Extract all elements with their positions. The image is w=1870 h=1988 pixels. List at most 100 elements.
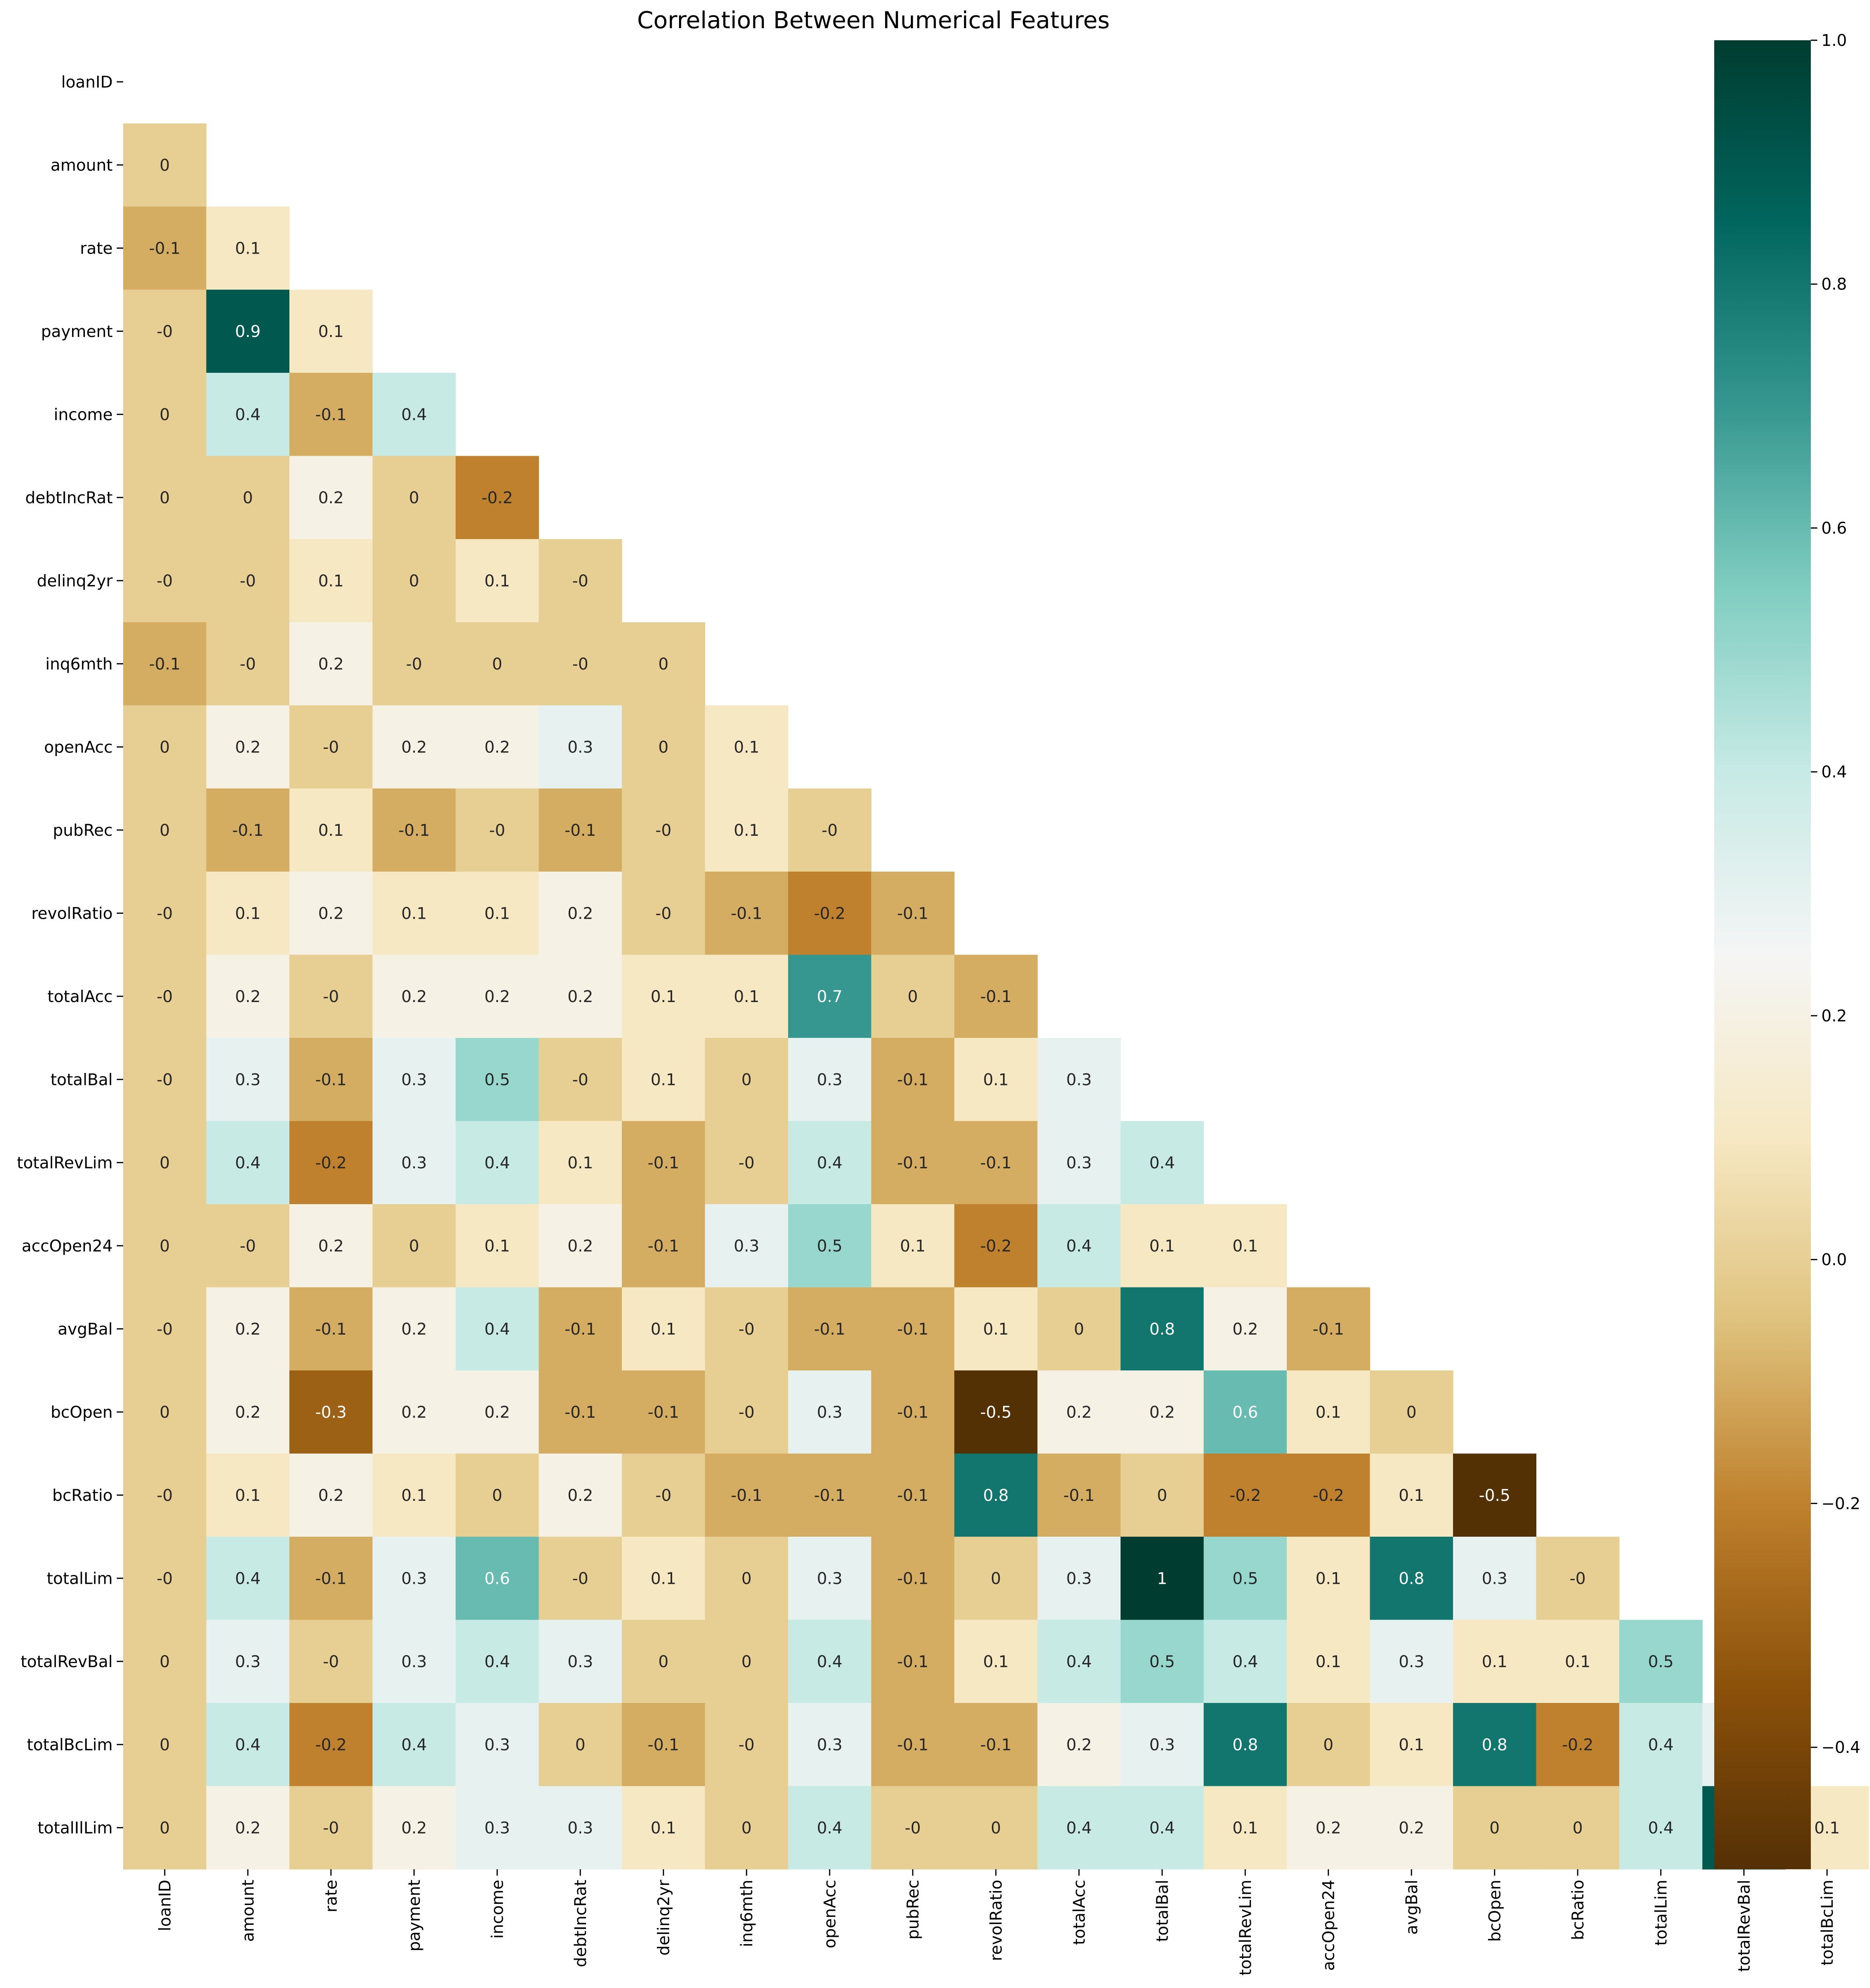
heatmap-cell-payment-loanID: [123, 289, 207, 373]
cell-label-bcRatio-revolRatio: 0.8: [983, 1486, 1009, 1505]
cell-label-accOpen24-loanID: 0: [160, 1237, 170, 1255]
y-tick-label-bcRatio: bcRatio: [52, 1486, 113, 1505]
heatmap-cell-totalLim-openAcc: [788, 1537, 872, 1620]
cell-label-totalLim-income: 0.6: [484, 1569, 510, 1588]
cell-label-avgBal-totalRevLim: 0.2: [1232, 1320, 1258, 1339]
heatmap-cell-totalRevLim-revolRatio: [954, 1121, 1038, 1205]
heatmap-cell-openAcc-inq6mth: [705, 705, 788, 789]
cell-label-totalBcLim-totalLim: 0.4: [1648, 1736, 1674, 1754]
heatmap-cell-totalLim-loanID: [123, 1537, 207, 1620]
heatmap-cell-openAcc-payment: [372, 705, 456, 789]
heatmap-cell-debtIncRat-loanID: [123, 456, 207, 539]
heatmap-cell-totalAcc-revolRatio: [954, 955, 1038, 1038]
cell-label-totalLim-rate: -0.1: [315, 1569, 347, 1588]
heatmap-cell-accOpen24-pubRec: [871, 1204, 955, 1288]
heatmap-cell-totalIlLim-inq6mth: [705, 1786, 788, 1870]
heatmap-cell-accOpen24-income: [456, 1204, 539, 1288]
heatmap-cell-totalRevLim-debtIncRat: [539, 1121, 622, 1205]
heatmap-cell-totalLim-delinq2yr: [622, 1537, 706, 1620]
y-tick-label-debtIncRat: debtIncRat: [25, 489, 113, 507]
cell-label-bcRatio-payment: 0.1: [401, 1486, 427, 1505]
cell-label-revolRatio-pubRec: -0.1: [897, 904, 929, 923]
heatmap-cell-totalRevBal-amount: [206, 1620, 290, 1703]
cell-label-avgBal-inq6mth: -0: [739, 1320, 755, 1339]
y-tick-label-income: income: [54, 405, 113, 424]
cell-label-revolRatio-income: 0.1: [484, 904, 510, 923]
heatmap-cell-totalIlLim-loanID: [123, 1786, 207, 1870]
heatmap-cell-amount-loanID: [123, 123, 207, 207]
cell-label-totalLim-totalBal: 1: [1157, 1569, 1167, 1588]
cell-label-avgBal-totalAcc: 0: [1074, 1320, 1084, 1339]
heatmap-cell-accOpen24-loanID: [123, 1204, 207, 1288]
heatmap-cell-totalLim-bcRatio: [1536, 1537, 1620, 1620]
cell-label-bcOpen-loanID: 0: [160, 1403, 170, 1422]
heatmap-cell-income-amount: [206, 373, 290, 457]
cell-label-totalBcLim-income: 0.3: [484, 1736, 510, 1754]
heatmap-cell-bcOpen-totalAcc: [1037, 1370, 1121, 1454]
heatmap-cell-income-rate: [289, 373, 373, 457]
cell-label-totalRevBal-avgBal: 0.3: [1399, 1653, 1424, 1671]
x-tick-label-bcOpen: bcOpen: [1486, 1880, 1504, 1942]
heatmap-cell-bcOpen-payment: [372, 1370, 456, 1454]
heatmap-cell-accOpen24-amount: [206, 1204, 290, 1288]
heatmap-cell-bcOpen-debtIncRat: [539, 1370, 622, 1454]
heatmap-cell-bcRatio-totalAcc: [1037, 1453, 1121, 1537]
heatmap-cell-bcOpen-openAcc: [788, 1370, 872, 1454]
cell-label-totalIlLim-amount: 0.2: [235, 1819, 261, 1837]
heatmap-cell-totalAcc-rate: [289, 955, 373, 1038]
cell-label-totalIlLim-totalRevLim: 0.1: [1232, 1819, 1258, 1837]
heatmap-cell-accOpen24-inq6mth: [705, 1204, 788, 1288]
cell-label-avgBal-openAcc: -0.1: [814, 1320, 845, 1339]
cell-label-totalAcc-pubRec: 0: [908, 988, 918, 1006]
heatmap-cell-accOpen24-totalRevLim: [1203, 1204, 1287, 1288]
cell-label-openAcc-payment: 0.2: [401, 738, 427, 756]
heatmap-cell-totalIlLim-debtIncRat: [539, 1786, 622, 1870]
heatmap-cell-totalIlLim-totalRevLim: [1203, 1786, 1287, 1870]
cell-label-totalBal-openAcc: 0.3: [817, 1070, 842, 1089]
heatmap-cell-totalAcc-pubRec: [871, 955, 955, 1038]
cell-label-avgBal-totalBal: 0.8: [1149, 1320, 1175, 1339]
cell-label-totalIlLim-totalAcc: 0.4: [1066, 1819, 1092, 1837]
heatmap-cell-inq6mth-income: [456, 622, 539, 706]
cell-label-inq6mth-payment: -0: [406, 655, 422, 674]
heatmap-cell-totalRevBal-loanID: [123, 1620, 207, 1703]
heatmap-cell-avgBal-debtIncRat: [539, 1287, 622, 1371]
cell-label-debtIncRat-payment: 0: [409, 489, 419, 507]
heatmap-cell-totalIlLim-payment: [372, 1786, 456, 1870]
heatmap-cell-debtIncRat-income: [456, 456, 539, 539]
cell-label-amount-loanID: 0: [160, 156, 170, 175]
cell-label-bcRatio-pubRec: -0.1: [897, 1486, 929, 1505]
heatmap-cell-totalIlLim-bcOpen: [1453, 1786, 1537, 1870]
heatmap-cell-totalIlLim-pubRec: [871, 1786, 955, 1870]
cell-label-totalRevBal-accOpen24: 0.1: [1315, 1653, 1341, 1671]
chart-title: Correlation Between Numerical Features: [637, 6, 1110, 34]
cell-label-bcRatio-totalRevLim: -0.2: [1230, 1486, 1261, 1505]
cell-label-debtIncRat-loanID: 0: [160, 489, 170, 507]
cell-label-totalBcLim-avgBal: 0.1: [1399, 1736, 1424, 1754]
heatmap-cell-totalBcLim-totalAcc: [1037, 1703, 1121, 1787]
heatmap-cell-totalAcc-delinq2yr: [622, 955, 706, 1038]
cell-label-debtIncRat-rate: 0.2: [318, 489, 344, 507]
cell-label-rate-amount: 0.1: [235, 239, 261, 258]
y-tick-label-totalAcc: totalAcc: [47, 988, 113, 1006]
y-tick-label-amount: amount: [51, 156, 113, 175]
cell-label-pubRec-payment: -0.1: [398, 821, 430, 840]
cell-label-pubRec-delinq2yr: -0: [655, 821, 671, 840]
cell-label-income-amount: 0.4: [235, 405, 261, 424]
heatmap-cell-totalRevBal-totalLim: [1619, 1620, 1703, 1703]
colorbar-tick-label: 0.8: [1821, 275, 1847, 294]
cell-label-totalRevBal-debtIncRat: 0.3: [568, 1653, 593, 1671]
cell-label-totalBal-rate: -0.1: [315, 1070, 347, 1089]
cell-label-totalLim-bcOpen: 0.3: [1482, 1569, 1507, 1588]
heatmap-cell-delinq2yr-amount: [206, 539, 290, 623]
cell-label-totalRevBal-bcRatio: 0.1: [1565, 1653, 1591, 1671]
cell-label-totalAcc-debtIncRat: 0.2: [568, 988, 593, 1006]
heatmap-cell-avgBal-totalAcc: [1037, 1287, 1121, 1371]
cell-label-totalRevBal-bcOpen: 0.1: [1482, 1653, 1507, 1671]
cell-label-bcOpen-totalRevLim: 0.6: [1232, 1403, 1258, 1422]
cell-label-totalBal-delinq2yr: 0.1: [650, 1070, 676, 1089]
heatmap-cell-totalBal-inq6mth: [705, 1038, 788, 1122]
heatmap-cell-totalIlLim-delinq2yr: [622, 1786, 706, 1870]
cell-label-avgBal-payment: 0.2: [401, 1320, 427, 1339]
cell-label-totalRevLim-payment: 0.3: [401, 1154, 427, 1172]
